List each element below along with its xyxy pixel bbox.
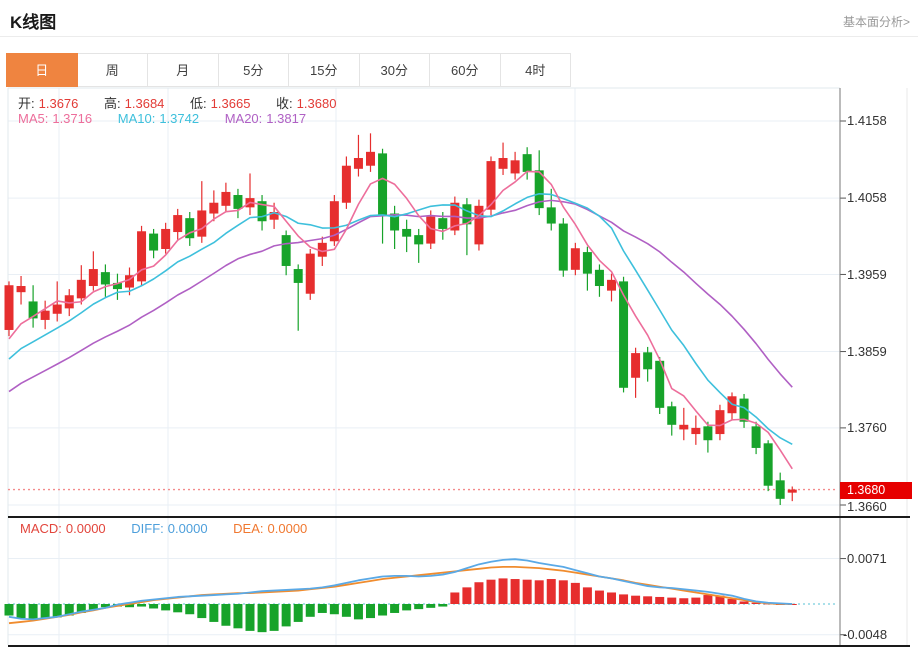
high-label: 高: xyxy=(104,96,121,111)
high-value: 1.3684 xyxy=(124,96,165,111)
period-tabbar: 日 周 月 5分 15分 30分 60分 4时 xyxy=(6,53,571,87)
ohlc-legend: 开: 1.3676 高: 1.3684 低: 1.3665 收: 1.3680 xyxy=(18,93,340,112)
tab-day[interactable]: 日 xyxy=(6,53,78,87)
dea-label: DEA: xyxy=(233,521,264,536)
ma20-value: 1.3817 xyxy=(266,111,307,126)
price-tick-4: 1.3859 xyxy=(847,344,887,359)
tab-month[interactable]: 月 xyxy=(147,53,219,87)
price-tick-3: 1.3959 xyxy=(847,267,887,282)
tab-4hour[interactable]: 4时 xyxy=(499,53,571,87)
tab-15min[interactable]: 15分 xyxy=(288,53,360,87)
macd-label: MACD: xyxy=(20,521,62,536)
last-price-badge: 1.3680 xyxy=(840,482,912,499)
open-label: 开: xyxy=(18,96,35,111)
price-tick-1: 1.4158 xyxy=(847,113,887,128)
price-tick-2: 1.4058 xyxy=(847,190,887,205)
low-value: 1.3665 xyxy=(210,96,251,111)
dea-value: 0.0000 xyxy=(267,521,308,536)
tab-60min[interactable]: 60分 xyxy=(429,53,501,87)
ma20-label: MA20: xyxy=(224,111,263,126)
price-tick-low: 1.3660 xyxy=(847,499,887,514)
ma-legend: MA5: 1.3716 MA10: 1.3742 MA20: 1.3817 xyxy=(18,111,310,126)
diff-label: DIFF: xyxy=(131,521,164,536)
page-title: K线图 xyxy=(10,13,57,32)
macd-tick-low: -0.0048 xyxy=(843,627,888,642)
tab-5min[interactable]: 5分 xyxy=(217,53,289,87)
price-tick-5: 1.3760 xyxy=(847,420,887,435)
ma10-label: MA10: xyxy=(117,111,156,126)
low-label: 低: xyxy=(190,96,207,111)
tab-week[interactable]: 周 xyxy=(76,53,148,87)
tab-30min[interactable]: 30分 xyxy=(358,53,430,87)
ma5-value: 1.3716 xyxy=(52,111,93,126)
fundamental-analysis-link[interactable]: 基本面分析> xyxy=(842,15,910,29)
macd-legend: MACD: 0.0000 DIFF: 0.0000 DEA: 0.0000 xyxy=(20,521,311,536)
macd-tick-high: 0.0071 xyxy=(847,551,887,566)
diff-value: 0.0000 xyxy=(167,521,208,536)
close-label: 收: xyxy=(276,96,293,111)
header-divider xyxy=(0,36,918,37)
ma10-value: 1.3742 xyxy=(159,111,200,126)
macd-value: 0.0000 xyxy=(65,521,106,536)
open-value: 1.3676 xyxy=(38,96,79,111)
ma5-label: MA5: xyxy=(18,111,49,126)
close-value: 1.3680 xyxy=(296,96,337,111)
